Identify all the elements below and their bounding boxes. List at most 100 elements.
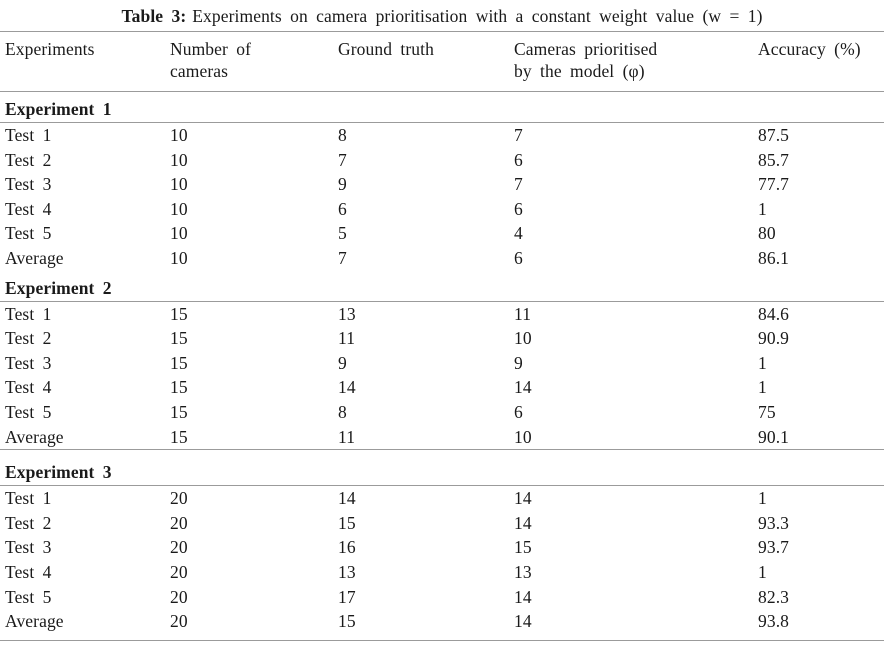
column-header: Accuracy (%) xyxy=(758,31,884,92)
table-cell-ground_truth: 13 xyxy=(338,561,356,582)
table-cell-prioritised: 14 xyxy=(514,377,532,398)
column-header-line1: Accuracy (%) xyxy=(758,39,861,59)
table-row: Test 1 15 13 11 84.6 xyxy=(0,301,884,326)
table-cell-accuracy: 1 xyxy=(758,377,767,398)
section-heading-row: Experiment 1 xyxy=(0,91,884,123)
table-row: Test 3 10 9 7 77.7 xyxy=(0,172,884,197)
table-cell-cameras: 15 xyxy=(170,401,188,422)
section-heading: Experiment 1 xyxy=(0,91,884,123)
table-row: Test 4 20 13 13 1 xyxy=(0,560,884,585)
table-cell-prioritised: 11 xyxy=(514,303,532,324)
table-cell-experiment: Test 1 xyxy=(5,488,52,509)
column-header-line1: Number of xyxy=(170,39,252,59)
table-cell-accuracy: 1 xyxy=(758,561,767,582)
table-cell-ground_truth: 5 xyxy=(338,223,347,244)
table-cell-prioritised: 14 xyxy=(514,586,532,607)
column-header: Experiments xyxy=(0,31,170,92)
table-cell-cameras: 10 xyxy=(170,125,188,145)
table-cell-experiment: Test 3 xyxy=(5,537,52,558)
table-cell-cameras: 10 xyxy=(170,247,188,268)
column-header-line1: Cameras prioritised xyxy=(514,39,658,59)
column-header: Number of cameras xyxy=(170,31,338,92)
table-cell-ground_truth: 7 xyxy=(338,149,347,170)
table-cell-ground_truth: 11 xyxy=(338,328,356,349)
table-cell-experiment: Test 2 xyxy=(5,149,52,170)
table-row: Test 4 15 14 14 1 xyxy=(0,375,884,400)
table-cell-prioritised: 9 xyxy=(514,352,523,373)
table-cell-cameras: 15 xyxy=(170,352,188,373)
table-row: Test 2 15 11 10 90.9 xyxy=(0,326,884,351)
table-cell-cameras: 20 xyxy=(170,586,188,607)
table-row: Test 5 20 17 14 82.3 xyxy=(0,585,884,610)
table-caption: Table 3: Experiments on camera prioritisa… xyxy=(0,0,884,31)
table-cell-accuracy: 90.9 xyxy=(758,328,790,349)
table-cell-prioritised: 6 xyxy=(514,247,523,268)
table-cell-experiment: Test 3 xyxy=(5,352,52,373)
table-cell-accuracy: 1 xyxy=(758,198,767,219)
table-caption-text: Experiments on camera prioritisation wit… xyxy=(192,6,763,26)
table-cell-prioritised: 14 xyxy=(514,488,532,509)
table-cell-prioritised: 10 xyxy=(514,426,532,447)
table-cell-accuracy: 75 xyxy=(758,401,776,422)
column-header-line1: Experiments xyxy=(5,39,95,59)
table-cell-cameras: 20 xyxy=(170,488,188,509)
table-cell-prioritised: 7 xyxy=(514,125,523,145)
table-row: Test 3 20 16 15 93.7 xyxy=(0,535,884,560)
table-cell-experiment: Test 4 xyxy=(5,561,52,582)
table-caption-label: Table 3: xyxy=(121,6,187,26)
table-cell-accuracy: 1 xyxy=(758,488,767,509)
table-cell-accuracy: 90.1 xyxy=(758,426,790,447)
table-cell-prioritised: 4 xyxy=(514,223,523,244)
table-row: Average 10 7 6 86.1 xyxy=(0,246,884,271)
table-cell-accuracy: 77.7 xyxy=(758,174,790,195)
table-cell-experiment: Test 5 xyxy=(5,223,52,244)
table-cell-cameras: 10 xyxy=(170,174,188,195)
table-row: Test 2 20 15 14 93.3 xyxy=(0,511,884,536)
table-row: Test 4 10 6 6 1 xyxy=(0,197,884,222)
table-cell-accuracy: 93.7 xyxy=(758,537,790,558)
table-cell-experiment: Test 2 xyxy=(5,512,52,533)
table-cell-prioritised: 10 xyxy=(514,328,532,349)
table-row: Test 1 20 14 14 1 xyxy=(0,486,884,511)
table-cell-accuracy: 85.7 xyxy=(758,149,790,170)
table-cell-accuracy: 86.1 xyxy=(758,247,790,268)
table-cell-cameras: 20 xyxy=(170,537,188,558)
table-cell-prioritised: 6 xyxy=(514,401,523,422)
table-cell-ground_truth: 14 xyxy=(338,377,356,398)
table-cell-ground_truth: 13 xyxy=(338,303,356,324)
column-header: Ground truth xyxy=(338,31,514,92)
table-cell-prioritised: 13 xyxy=(514,561,532,582)
table-cell-prioritised: 14 xyxy=(514,512,532,533)
table-cell-cameras: 20 xyxy=(170,561,188,582)
table-cell-experiment: Average xyxy=(5,611,64,632)
column-header: Cameras prioritised by the model (φ) xyxy=(514,31,758,92)
section-heading-row: Experiment 2 xyxy=(0,270,884,302)
table-cell-experiment: Test 1 xyxy=(5,303,52,324)
table-cell-ground_truth: 9 xyxy=(338,174,347,195)
table-cell-experiment: Test 4 xyxy=(5,377,52,398)
table-cell-experiment: Test 3 xyxy=(5,174,52,195)
table-row: Test 5 10 5 4 80 xyxy=(0,221,884,246)
table-cell-cameras: 20 xyxy=(170,611,188,632)
table-cell-ground_truth: 9 xyxy=(338,352,347,373)
table-cell-experiment: Test 5 xyxy=(5,586,52,607)
table-cell-experiment: Test 4 xyxy=(5,198,52,219)
table-cell-experiment: Test 5 xyxy=(5,401,52,422)
table-header: Experiments Number of cameras Ground truth C… xyxy=(0,31,884,92)
table-cell-cameras: 15 xyxy=(170,303,188,324)
table-cell-prioritised: 6 xyxy=(514,149,523,170)
table-cell-ground_truth: 15 xyxy=(338,611,356,632)
table-cell-accuracy: 93.8 xyxy=(758,611,790,632)
section-heading: Experiment 2 xyxy=(0,270,884,302)
table-cell-experiment: Average xyxy=(5,247,64,268)
table-cell-ground_truth: 14 xyxy=(338,488,356,509)
table-cell-prioritised: 14 xyxy=(514,611,532,632)
header-row: Experiments Number of cameras Ground truth C… xyxy=(0,31,884,92)
table-cell-ground_truth: 11 xyxy=(338,426,356,447)
table-cell-ground_truth: 6 xyxy=(338,198,347,219)
table-cell-prioritised: 7 xyxy=(514,174,523,195)
column-header-line2: cameras xyxy=(170,61,229,81)
table-cell-prioritised: 15 xyxy=(514,537,532,558)
table-cell-prioritised: 6 xyxy=(514,198,523,219)
table-row: Test 3 15 9 9 1 xyxy=(0,351,884,376)
